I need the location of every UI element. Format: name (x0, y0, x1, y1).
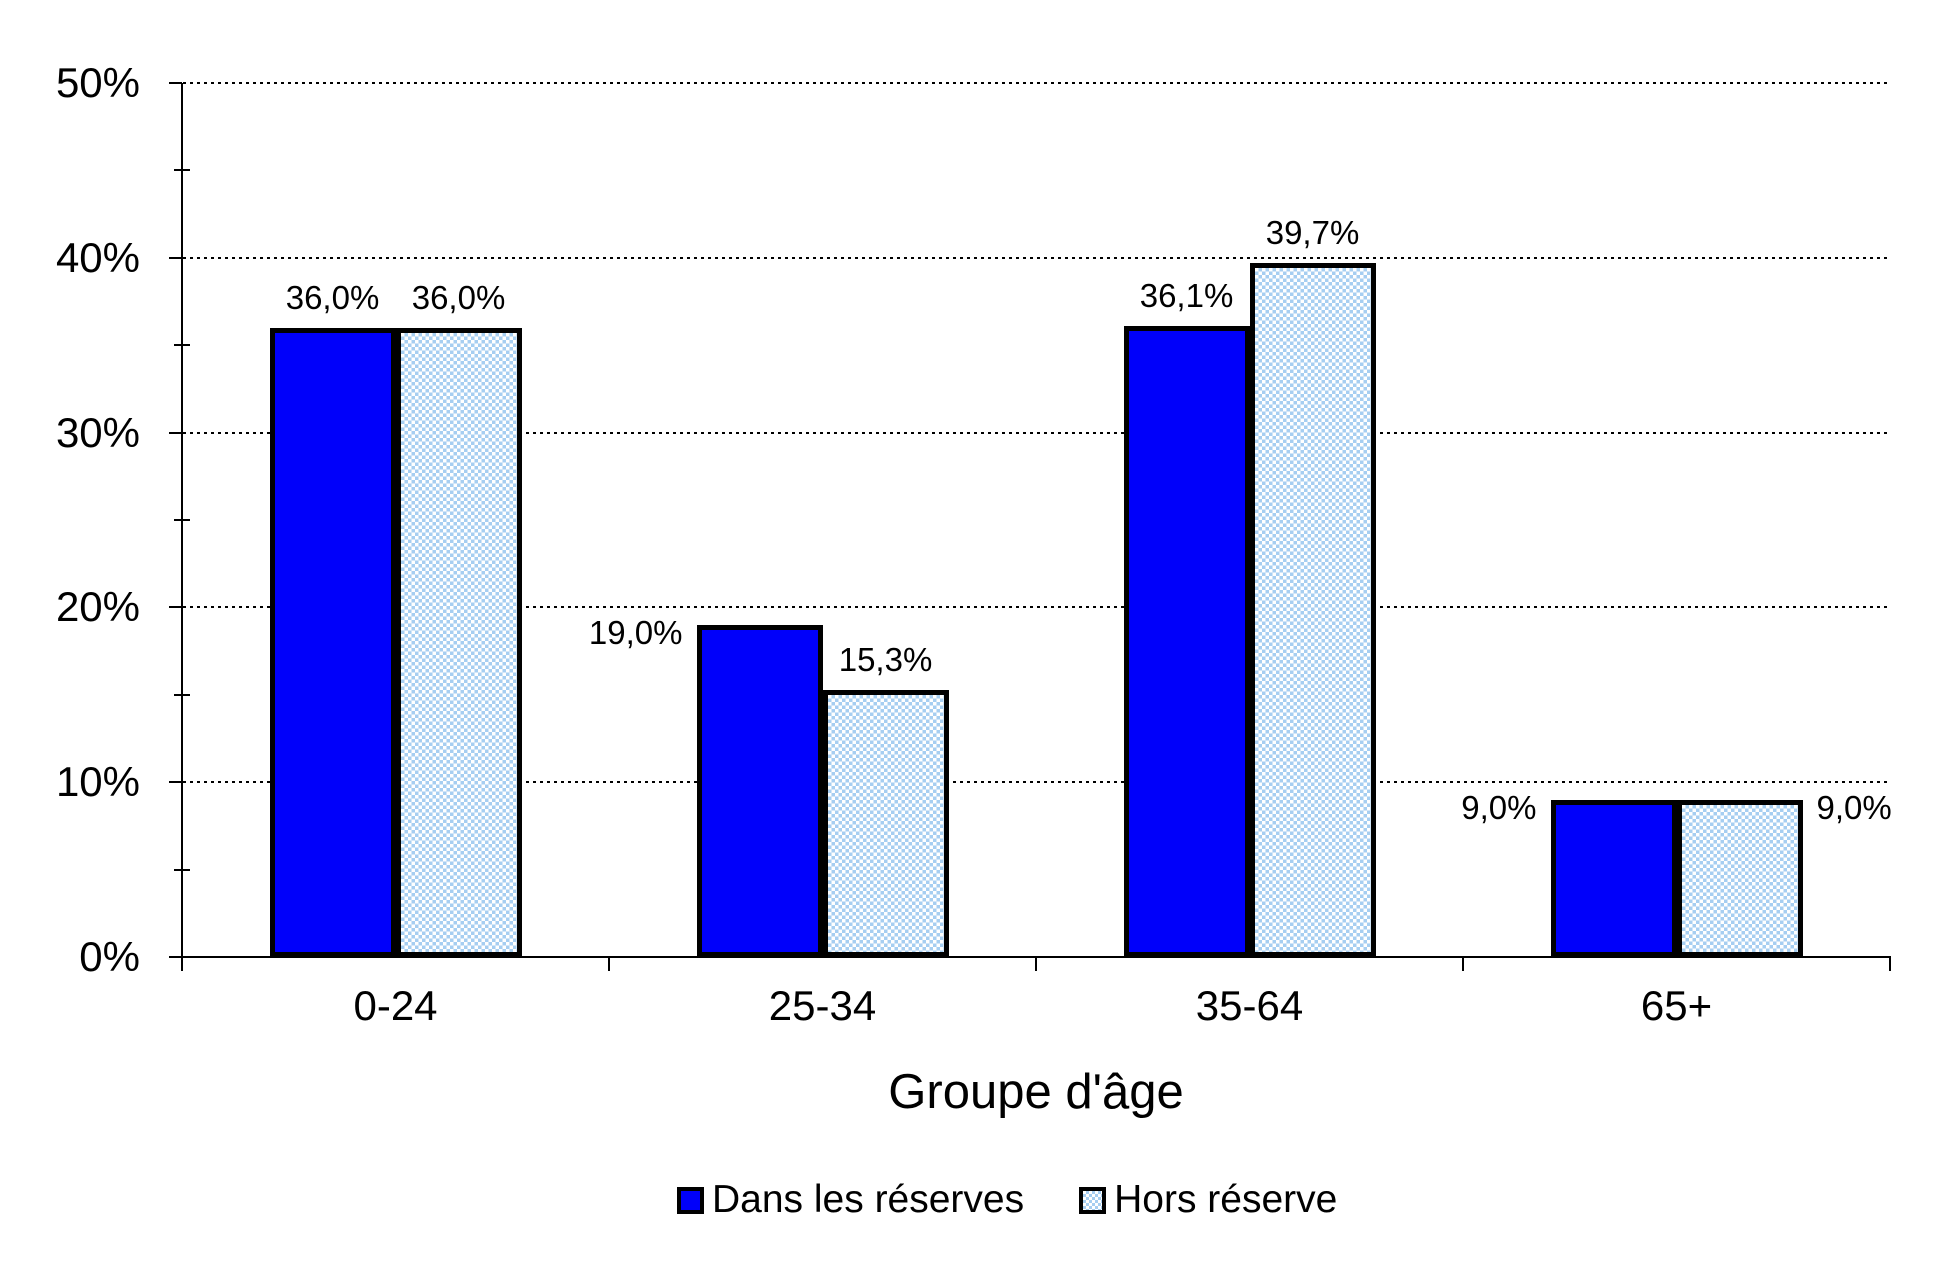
x-axis-category-label: 25-34 (768, 982, 877, 1029)
bar-value-label: 36,0% (285, 278, 380, 316)
y-axis-tick-label: 10% (55, 758, 140, 806)
legend-label-dans-les-reserves: Dans les réserves (712, 1178, 1025, 1221)
x-axis-tick (181, 958, 183, 971)
bar-value-label: 15,3% (838, 640, 933, 678)
legend-swatch-pattern-blue-icon (1079, 1186, 1107, 1214)
bar-dans-les-reserves-0-24 (269, 327, 396, 957)
y-gridline (183, 606, 1890, 609)
bar-hors-reserve-65 (1676, 799, 1803, 957)
y-axis-major-tick (169, 781, 182, 784)
legend-item-dans-les-reserves: Dans les réserves (677, 1178, 1024, 1222)
x-axis-category-label: 65+ (1640, 982, 1713, 1029)
bar-value-label: 19,0% (588, 613, 683, 651)
x-axis-category-label: 35-64 (1195, 982, 1304, 1029)
x-axis-tick (1889, 958, 1891, 971)
bar-value-label: 36,0% (411, 278, 506, 316)
bar-dans-les-reserves-25-34 (696, 624, 823, 957)
bar-value-label: 36,1% (1139, 276, 1234, 314)
bar-hors-reserve-25-34 (822, 689, 949, 957)
y-axis-major-tick (169, 256, 182, 259)
y-axis-tick-label: 20% (55, 583, 140, 631)
y-axis-major-tick (169, 431, 182, 434)
y-gridline (183, 781, 1890, 784)
legend: Dans les réserves Hors réserve (677, 1178, 1337, 1222)
y-axis-tick-label: 50% (55, 59, 140, 106)
legend-swatch-solid-blue-icon (677, 1186, 704, 1214)
y-axis-major-tick (169, 606, 182, 609)
y-gridline (183, 431, 1890, 434)
bar-dans-les-reserves-35-64 (1123, 325, 1250, 957)
legend-label-hors-reserve: Hors réserve (1114, 1178, 1338, 1221)
y-gridline (183, 256, 1890, 259)
legend-item-hors-reserve: Hors réserve (1079, 1178, 1337, 1222)
bar-value-label: 9,0% (1816, 788, 1892, 826)
y-axis-major-tick (169, 82, 182, 84)
y-gridline (183, 82, 1890, 84)
x-axis-category-label: 0-24 (353, 982, 438, 1029)
bar-value-label: 9,0% (1461, 788, 1537, 826)
x-axis-tick (608, 958, 610, 971)
y-axis-major-tick (169, 956, 182, 958)
bar-hors-reserve-35-64 (1249, 263, 1376, 957)
x-axis-tick (1462, 958, 1464, 971)
y-axis-tick-label: 30% (55, 408, 140, 456)
y-axis-tick-label: 0% (79, 933, 140, 980)
x-axis-tick (1035, 958, 1037, 971)
bar-hors-reserve-0-24 (395, 327, 522, 957)
y-axis-line (181, 83, 183, 958)
y-axis-tick-label: 40% (55, 233, 140, 281)
bar-value-label: 39,7% (1265, 214, 1360, 252)
x-axis-title: Groupe d'âge (888, 1065, 1184, 1119)
bar-dans-les-reserves-65 (1550, 799, 1677, 957)
x-axis-line (181, 956, 1891, 958)
